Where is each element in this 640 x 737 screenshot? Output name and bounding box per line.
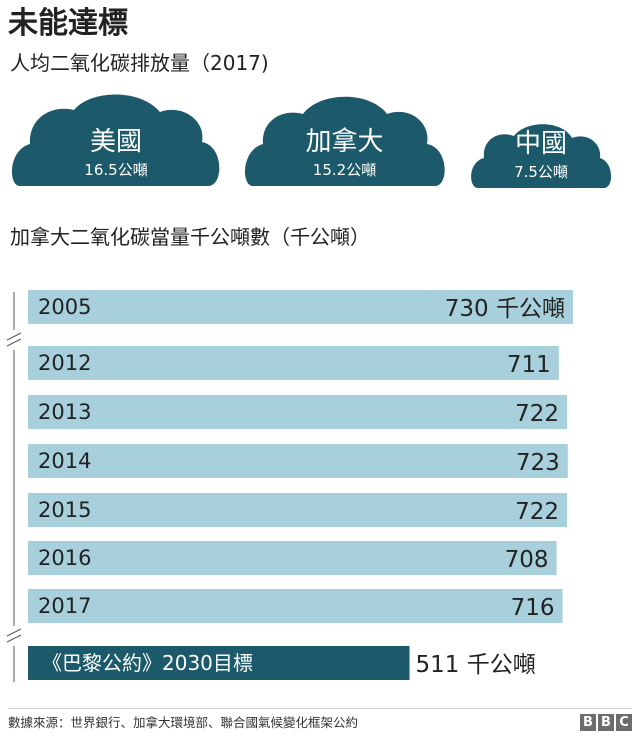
bar <box>28 493 568 527</box>
source-note: 數據來源：世界銀行、加拿大環境部、聯合國氣候變化框架公約 <box>8 715 359 730</box>
axis-break <box>6 338 22 347</box>
bbc-logo-letter: B <box>598 714 614 731</box>
cloud-china: 中國 7.5公噸 <box>470 118 612 190</box>
cloud-usa-value: 16.5公噸 <box>84 161 148 179</box>
footer-divider <box>8 708 632 709</box>
cloud-usa-country: 美國 <box>89 127 142 157</box>
value-label: 708 <box>505 547 549 573</box>
category-label: 2016 <box>38 546 91 570</box>
bbc-logo-letter: B <box>580 714 596 731</box>
axis-break <box>6 332 22 341</box>
category-label: 2017 <box>38 594 91 618</box>
cloud-canada-shape <box>244 96 445 186</box>
cloud-china-value: 7.5公噸 <box>514 163 568 181</box>
value-label: 723 <box>516 450 560 476</box>
bar-chart: 2005 730 千公噸 2012 711 2013 722 2014 723 2015 722 2… <box>6 290 573 682</box>
cloud-china-country: 中國 <box>514 129 567 159</box>
cloud-canada-value: 15.2公噸 <box>312 161 377 179</box>
value-label: 716 <box>511 595 555 621</box>
category-label: 《巴黎公約》2030目標 <box>42 651 253 675</box>
bar-chart-title: 加拿大二氧化碳當量千公噸數（千公噸） <box>10 225 370 249</box>
bar <box>28 346 559 380</box>
cloud-canada-country: 加拿大 <box>305 127 384 157</box>
value-label: 711 <box>507 352 551 378</box>
category-label: 2014 <box>38 449 91 473</box>
bbc-logo-letter: C <box>616 714 632 731</box>
cloud-usa: 美國 16.5公噸 <box>10 86 222 190</box>
value-label: 730 千公噸 <box>445 296 565 322</box>
category-label: 2005 <box>38 295 91 319</box>
value-label: 511 千公噸 <box>416 652 536 678</box>
axis-break <box>6 634 22 643</box>
chart-title: 未能達標 <box>8 6 128 41</box>
target-bar <box>28 646 410 680</box>
bar <box>28 444 568 478</box>
category-label: 2013 <box>38 400 91 424</box>
chart-subtitle: 人均二氧化碳排放量（2017) <box>10 51 269 75</box>
cloud-canada: 加拿大 15.2公噸 <box>243 88 446 190</box>
axis-break <box>6 628 22 637</box>
bar <box>28 395 568 429</box>
bar <box>28 290 573 324</box>
bar <box>28 589 563 623</box>
value-label: 722 <box>515 401 559 427</box>
bar <box>28 541 557 575</box>
cloud-china-shape <box>471 124 612 188</box>
category-label: 2015 <box>38 498 91 522</box>
value-label: 722 <box>515 499 559 525</box>
bbc-logo: B B C <box>580 714 632 731</box>
cloud-usa-shape <box>11 94 220 186</box>
category-label: 2012 <box>38 351 91 375</box>
